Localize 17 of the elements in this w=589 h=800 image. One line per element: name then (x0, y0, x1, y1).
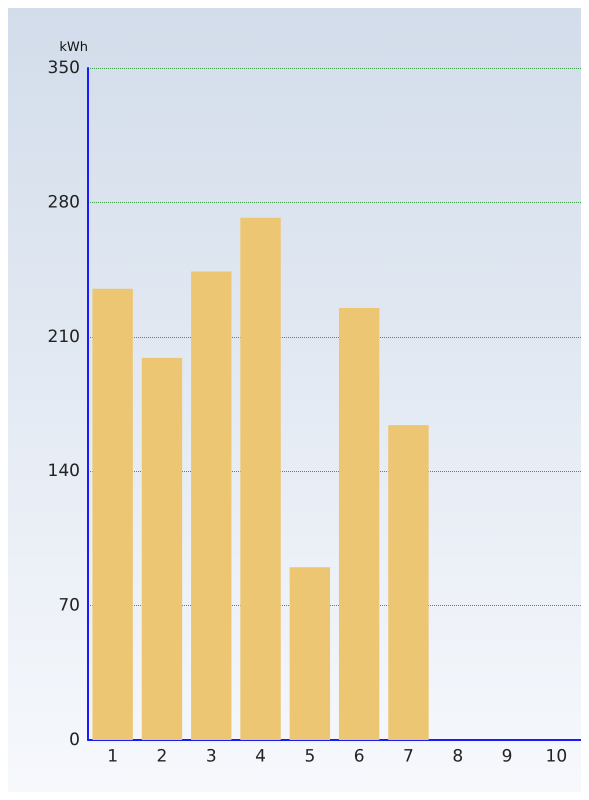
x-tick-label: 9 (502, 746, 512, 766)
x-tick-label: 1 (107, 746, 118, 766)
x-tick-label: 10 (546, 746, 568, 766)
y-tick-label: 140 (48, 461, 80, 482)
x-tick-label: 7 (403, 746, 414, 766)
x-tick-label: 2 (156, 746, 168, 766)
x-tick-label: 8 (452, 746, 464, 766)
x-tick-label: 3 (206, 746, 217, 766)
y-tick-label: 210 (48, 326, 80, 347)
x-tick-label: 4 (255, 746, 266, 766)
x-tick-label: 6 (354, 746, 365, 766)
y-tick-label: 280 (48, 192, 80, 212)
x-tick-label: 5 (304, 746, 316, 766)
y-tick-label: 0 (69, 730, 80, 750)
y-tick-label: 70 (58, 596, 80, 616)
y-axis-title: kWh (59, 40, 88, 55)
y-tick-label: 350 (48, 58, 80, 78)
